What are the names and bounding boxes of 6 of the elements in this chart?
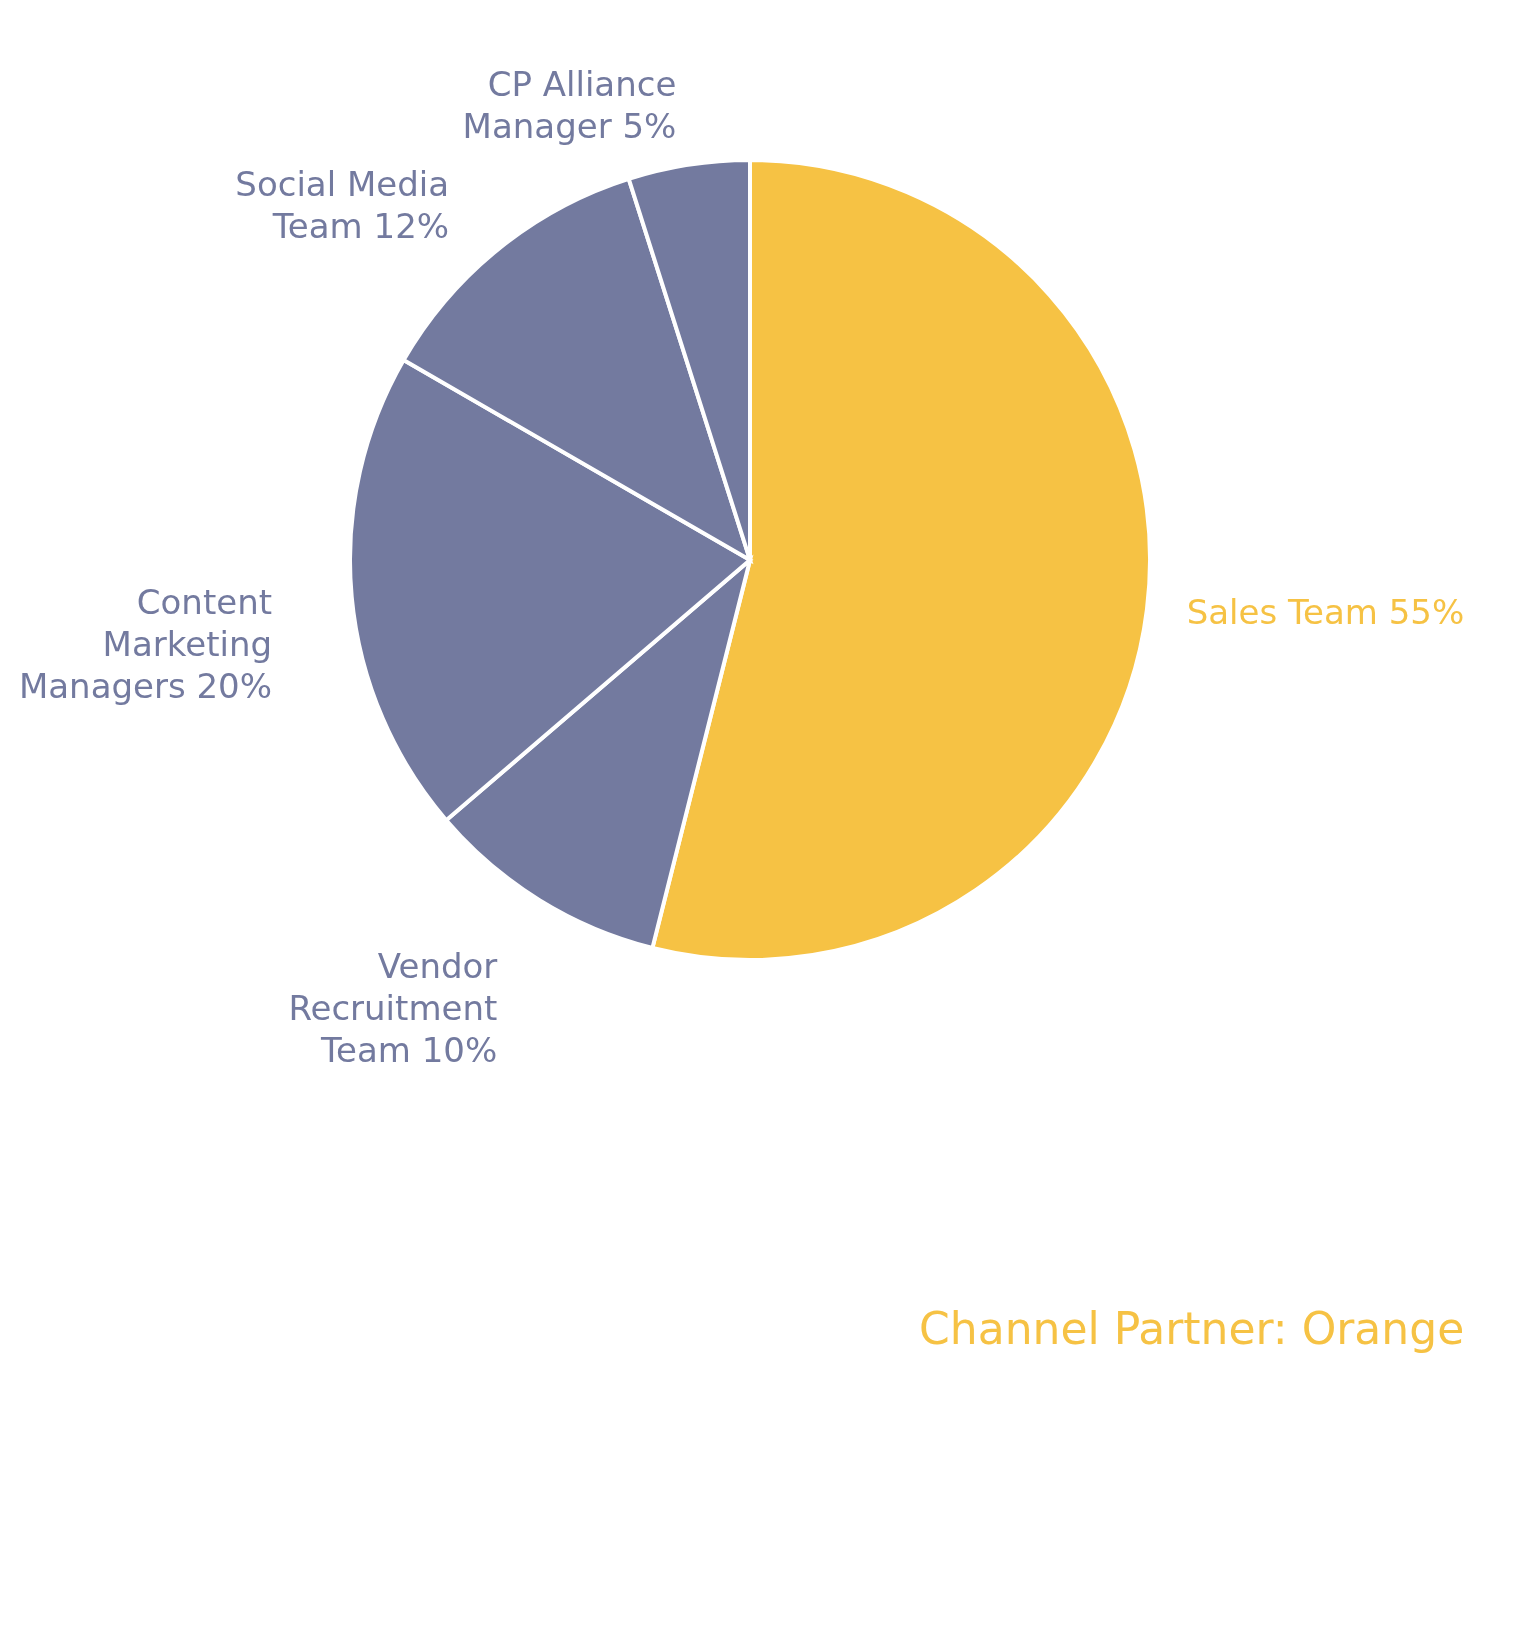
slice-label: Vendor Recruitment Team 10% xyxy=(288,946,498,1071)
slice-label: Content Marketing Managers 20% xyxy=(18,582,273,707)
slice-label: CP Alliance Manager 5% xyxy=(462,63,677,146)
slice-label: Sales Team 55% xyxy=(1186,592,1465,633)
slice-label: Social Media Team 12% xyxy=(235,164,450,247)
text: Channel Partner: Orange xyxy=(919,1303,1465,1355)
